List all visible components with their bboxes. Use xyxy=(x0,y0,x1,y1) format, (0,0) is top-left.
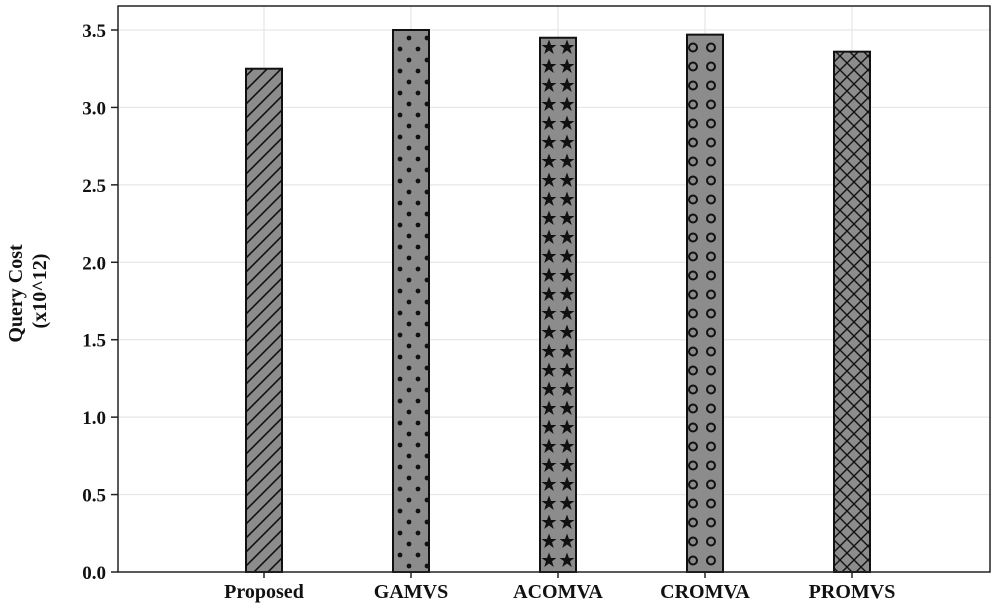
x-axis: Proposed GAMVS ACOMVA CROMVA PROMVS xyxy=(224,572,895,603)
bars xyxy=(245,29,871,574)
bar-proposed xyxy=(245,67,283,573)
y-tick-label: 1.0 xyxy=(82,408,106,429)
y-tick-label: 0.5 xyxy=(82,486,106,507)
y-axis-title-line-1: Query Cost xyxy=(5,244,27,343)
y-tick-label: 0.0 xyxy=(82,563,106,584)
bar-gamvs xyxy=(392,29,430,573)
y-tick-label: 2.0 xyxy=(82,253,106,274)
y-axis: 0.0 0.5 1.0 1.5 2.0 2.5 3.0 3.5 xyxy=(82,21,118,584)
y-axis-title: Query Cost (x10^12) xyxy=(5,239,51,342)
y-tick-label: 2.5 xyxy=(82,176,106,197)
y-tick-label: 3.5 xyxy=(82,21,106,42)
x-tick-label: CROMVA xyxy=(660,581,750,603)
bar-acomva xyxy=(539,36,577,573)
x-tick-label: ACOMVA xyxy=(513,581,603,603)
x-tick-label: PROMVS xyxy=(809,581,896,603)
bar-cromva xyxy=(686,33,724,574)
x-tick-label: Proposed xyxy=(224,581,304,603)
y-axis-title-line-2: (x10^12) xyxy=(29,254,51,329)
plot-frame xyxy=(117,5,991,573)
y-tick-label: 1.5 xyxy=(82,331,106,352)
bar-promvs xyxy=(833,50,871,574)
x-tick-label: GAMVS xyxy=(374,581,448,603)
y-tick-label: 3.0 xyxy=(82,98,106,119)
